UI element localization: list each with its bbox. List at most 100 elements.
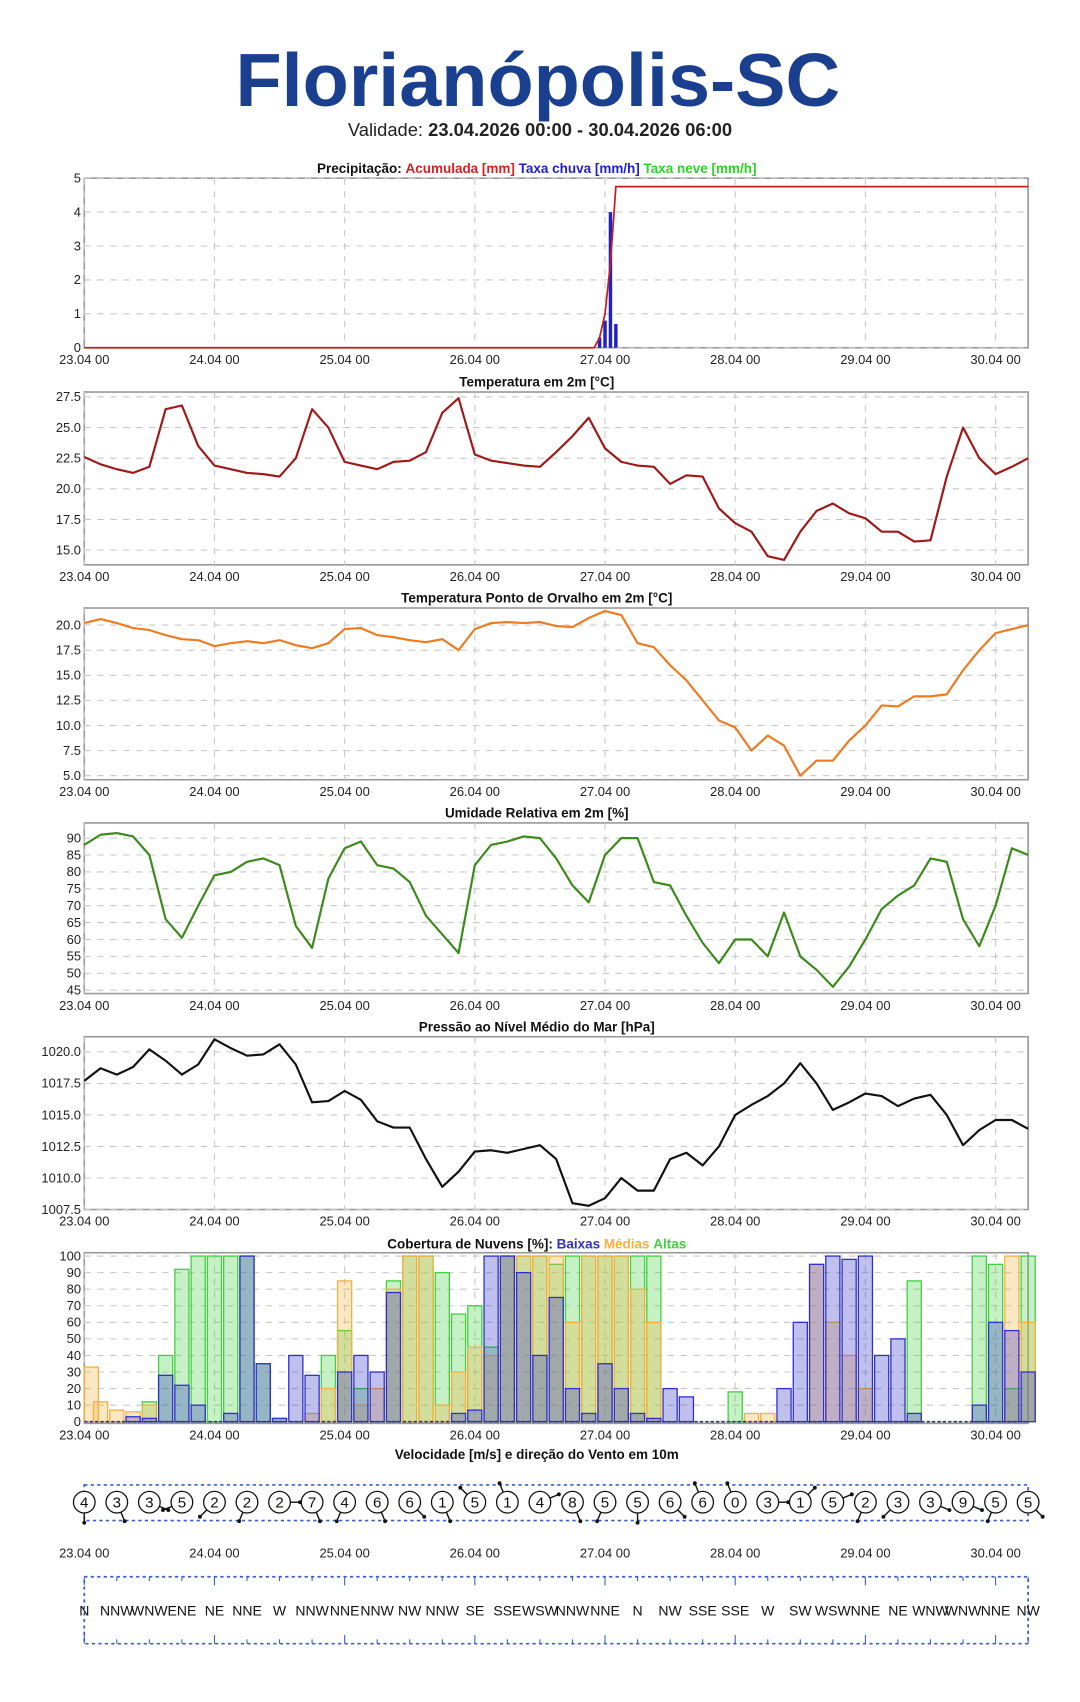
- x-tick-label: 30.04 00: [970, 1545, 1020, 1560]
- cloud-bar-médias: [92, 1401, 109, 1423]
- wind-speed-circle: [626, 1490, 650, 1514]
- cloud-bar-baixas: [613, 1387, 629, 1423]
- wind-arrow-head-icon: [980, 1508, 984, 1513]
- cloud-bar-baixas: [532, 1354, 548, 1423]
- wind-speed-circle: [300, 1490, 324, 1514]
- cloud-bar-altas: [223, 1255, 239, 1423]
- wind-direction-label: WSW: [815, 1603, 852, 1619]
- legend-rain-rate: Taxa chuva [mm/h]: [519, 161, 640, 176]
- wind-speed-circle: [658, 1490, 682, 1514]
- y-tick-label: 50: [67, 1331, 81, 1346]
- cloud-bar-médias: [109, 1409, 125, 1423]
- wind-speed-value: 1: [438, 1495, 446, 1512]
- x-tick-label: 29.04 00: [840, 352, 890, 367]
- cloud-bar-baixas: [841, 1258, 857, 1423]
- wind-arrow-head-icon: [383, 1519, 387, 1524]
- y-tick-label: 60: [67, 932, 81, 947]
- wind-speed-circle: [170, 1490, 194, 1514]
- wind-direction-label: NNE: [330, 1603, 360, 1619]
- x-tick-label: 24.04 00: [189, 998, 239, 1013]
- x-tick-label: 23.04 00: [59, 1428, 109, 1443]
- cloud-bar-médias: [743, 1412, 760, 1423]
- rain-rate-bar: [608, 212, 613, 348]
- wind-speed-circle: [561, 1490, 584, 1514]
- x-tick-label: 25.04 00: [319, 569, 369, 584]
- x-tick-label: 28.04 00: [710, 352, 760, 367]
- wind-speed-value: 6: [666, 1495, 674, 1512]
- y-tick-label: 15.0: [56, 542, 81, 557]
- cloud-bar-baixas: [174, 1384, 190, 1423]
- x-tick-label: 26.04 00: [450, 569, 500, 584]
- x-tick-label: 24.04 00: [189, 784, 239, 799]
- wind-speed-value: 5: [991, 1495, 999, 1512]
- x-tick-label: 29.04 00: [840, 1428, 890, 1443]
- y-tick-label: 17.5: [56, 643, 81, 658]
- y-tick-label: 0: [74, 340, 81, 355]
- cloud-bar-baixas: [662, 1387, 678, 1423]
- temp-chart: 15.0 17.5 20.0 22.5 25.0 27.5 23.04 00 24.04 00…: [56, 375, 1029, 584]
- wind-arrow-head-icon: [947, 1508, 952, 1513]
- x-tick-label: 29.04 00: [840, 1545, 890, 1560]
- wind-speed-circle: [919, 1490, 942, 1514]
- wind-arrow-head-icon: [237, 1519, 242, 1524]
- x-tick-label: 28.04 00: [710, 784, 760, 799]
- x-tick-label: 28.04 00: [710, 569, 760, 584]
- clouds-title: Cobertura de Nuvens [%]: Baixas Médias A…: [387, 1236, 686, 1251]
- cloud-bar-baixas: [157, 1374, 174, 1423]
- cloud-bar-baixas: [564, 1387, 581, 1423]
- wind-speed-circle: [105, 1490, 129, 1514]
- wind-speed-circle: [853, 1490, 877, 1514]
- wind-arrow-head-icon: [595, 1519, 600, 1524]
- wind-speed-value: 1: [796, 1495, 804, 1512]
- wind-speed-circle: [723, 1490, 747, 1514]
- cloud-bar-baixas: [890, 1338, 906, 1423]
- wind-direction-label: NNE: [232, 1603, 262, 1619]
- cloud-bar-baixas: [499, 1255, 516, 1423]
- cloud-bar-baixas: [239, 1255, 255, 1423]
- y-tick-label: 80: [67, 1282, 81, 1297]
- wind-speed-value: 4: [340, 1495, 348, 1512]
- x-tick-label: 30.04 00: [970, 1428, 1020, 1443]
- cloud-bar-baixas: [581, 1412, 597, 1423]
- cloud-bar-baixas: [808, 1263, 825, 1423]
- x-tick-label: 24.04 00: [189, 352, 239, 367]
- wind-speed-value: 5: [178, 1495, 186, 1512]
- y-tick-label: 27.5: [56, 389, 81, 404]
- x-tick-label: 26.04 00: [450, 784, 500, 799]
- y-tick-label: 3: [74, 238, 81, 253]
- x-tick-label: 25.04 00: [319, 998, 369, 1013]
- dew-chart: 5.0 7.5 10.0 12.5 15.0 17.5 20.0 23.04 00 24.04 …: [56, 591, 1029, 799]
- x-tick-label: 23.04 00: [59, 998, 109, 1013]
- x-tick-label: 28.04 00: [710, 998, 760, 1013]
- x-tick-label: 25.04 00: [319, 352, 369, 367]
- cloud-bar-altas: [434, 1271, 450, 1423]
- y-tick-label: 1020.0: [41, 1044, 81, 1059]
- y-tick-label: 100: [59, 1248, 81, 1263]
- cloud-bar-baixas: [369, 1371, 385, 1423]
- wind-direction-label: SSE: [493, 1603, 521, 1619]
- cloud-bar-altas: [727, 1391, 743, 1423]
- wind-speed-circle: [235, 1490, 259, 1514]
- x-tick-label: 24.04 00: [189, 1428, 239, 1443]
- wind-speed-value: 1: [503, 1495, 511, 1512]
- wind-arrow-head-icon: [497, 1481, 502, 1486]
- wind-arrow-head-icon: [448, 1519, 453, 1524]
- y-tick-label: 80: [67, 864, 81, 879]
- wind-speed-value: 5: [601, 1495, 609, 1512]
- wind-speed-circle: [268, 1490, 291, 1514]
- y-tick-label: 90: [67, 1265, 81, 1280]
- wind-speed-circle: [984, 1490, 1008, 1514]
- wind-speed-circle: [756, 1490, 780, 1514]
- precip-title: Precipitação: Acumulada [mm] Taxa chuva …: [317, 161, 756, 176]
- validity: Validade: 23.04.2026 00:00 - 30.04.2026 …: [348, 119, 732, 140]
- rain-rate-bar: [597, 337, 602, 348]
- wind-speed-value: 3: [926, 1495, 934, 1512]
- y-tick-label: 10: [67, 1397, 81, 1412]
- wind-direction-label: NNE: [981, 1603, 1011, 1619]
- wind-arrow-head-icon: [318, 1519, 322, 1524]
- wind-direction-label: SSE: [721, 1603, 749, 1619]
- x-tick-label: 30.04 00: [970, 1214, 1020, 1229]
- wind-speed-circle: [203, 1490, 226, 1514]
- wind-arrow-head-icon: [985, 1519, 990, 1524]
